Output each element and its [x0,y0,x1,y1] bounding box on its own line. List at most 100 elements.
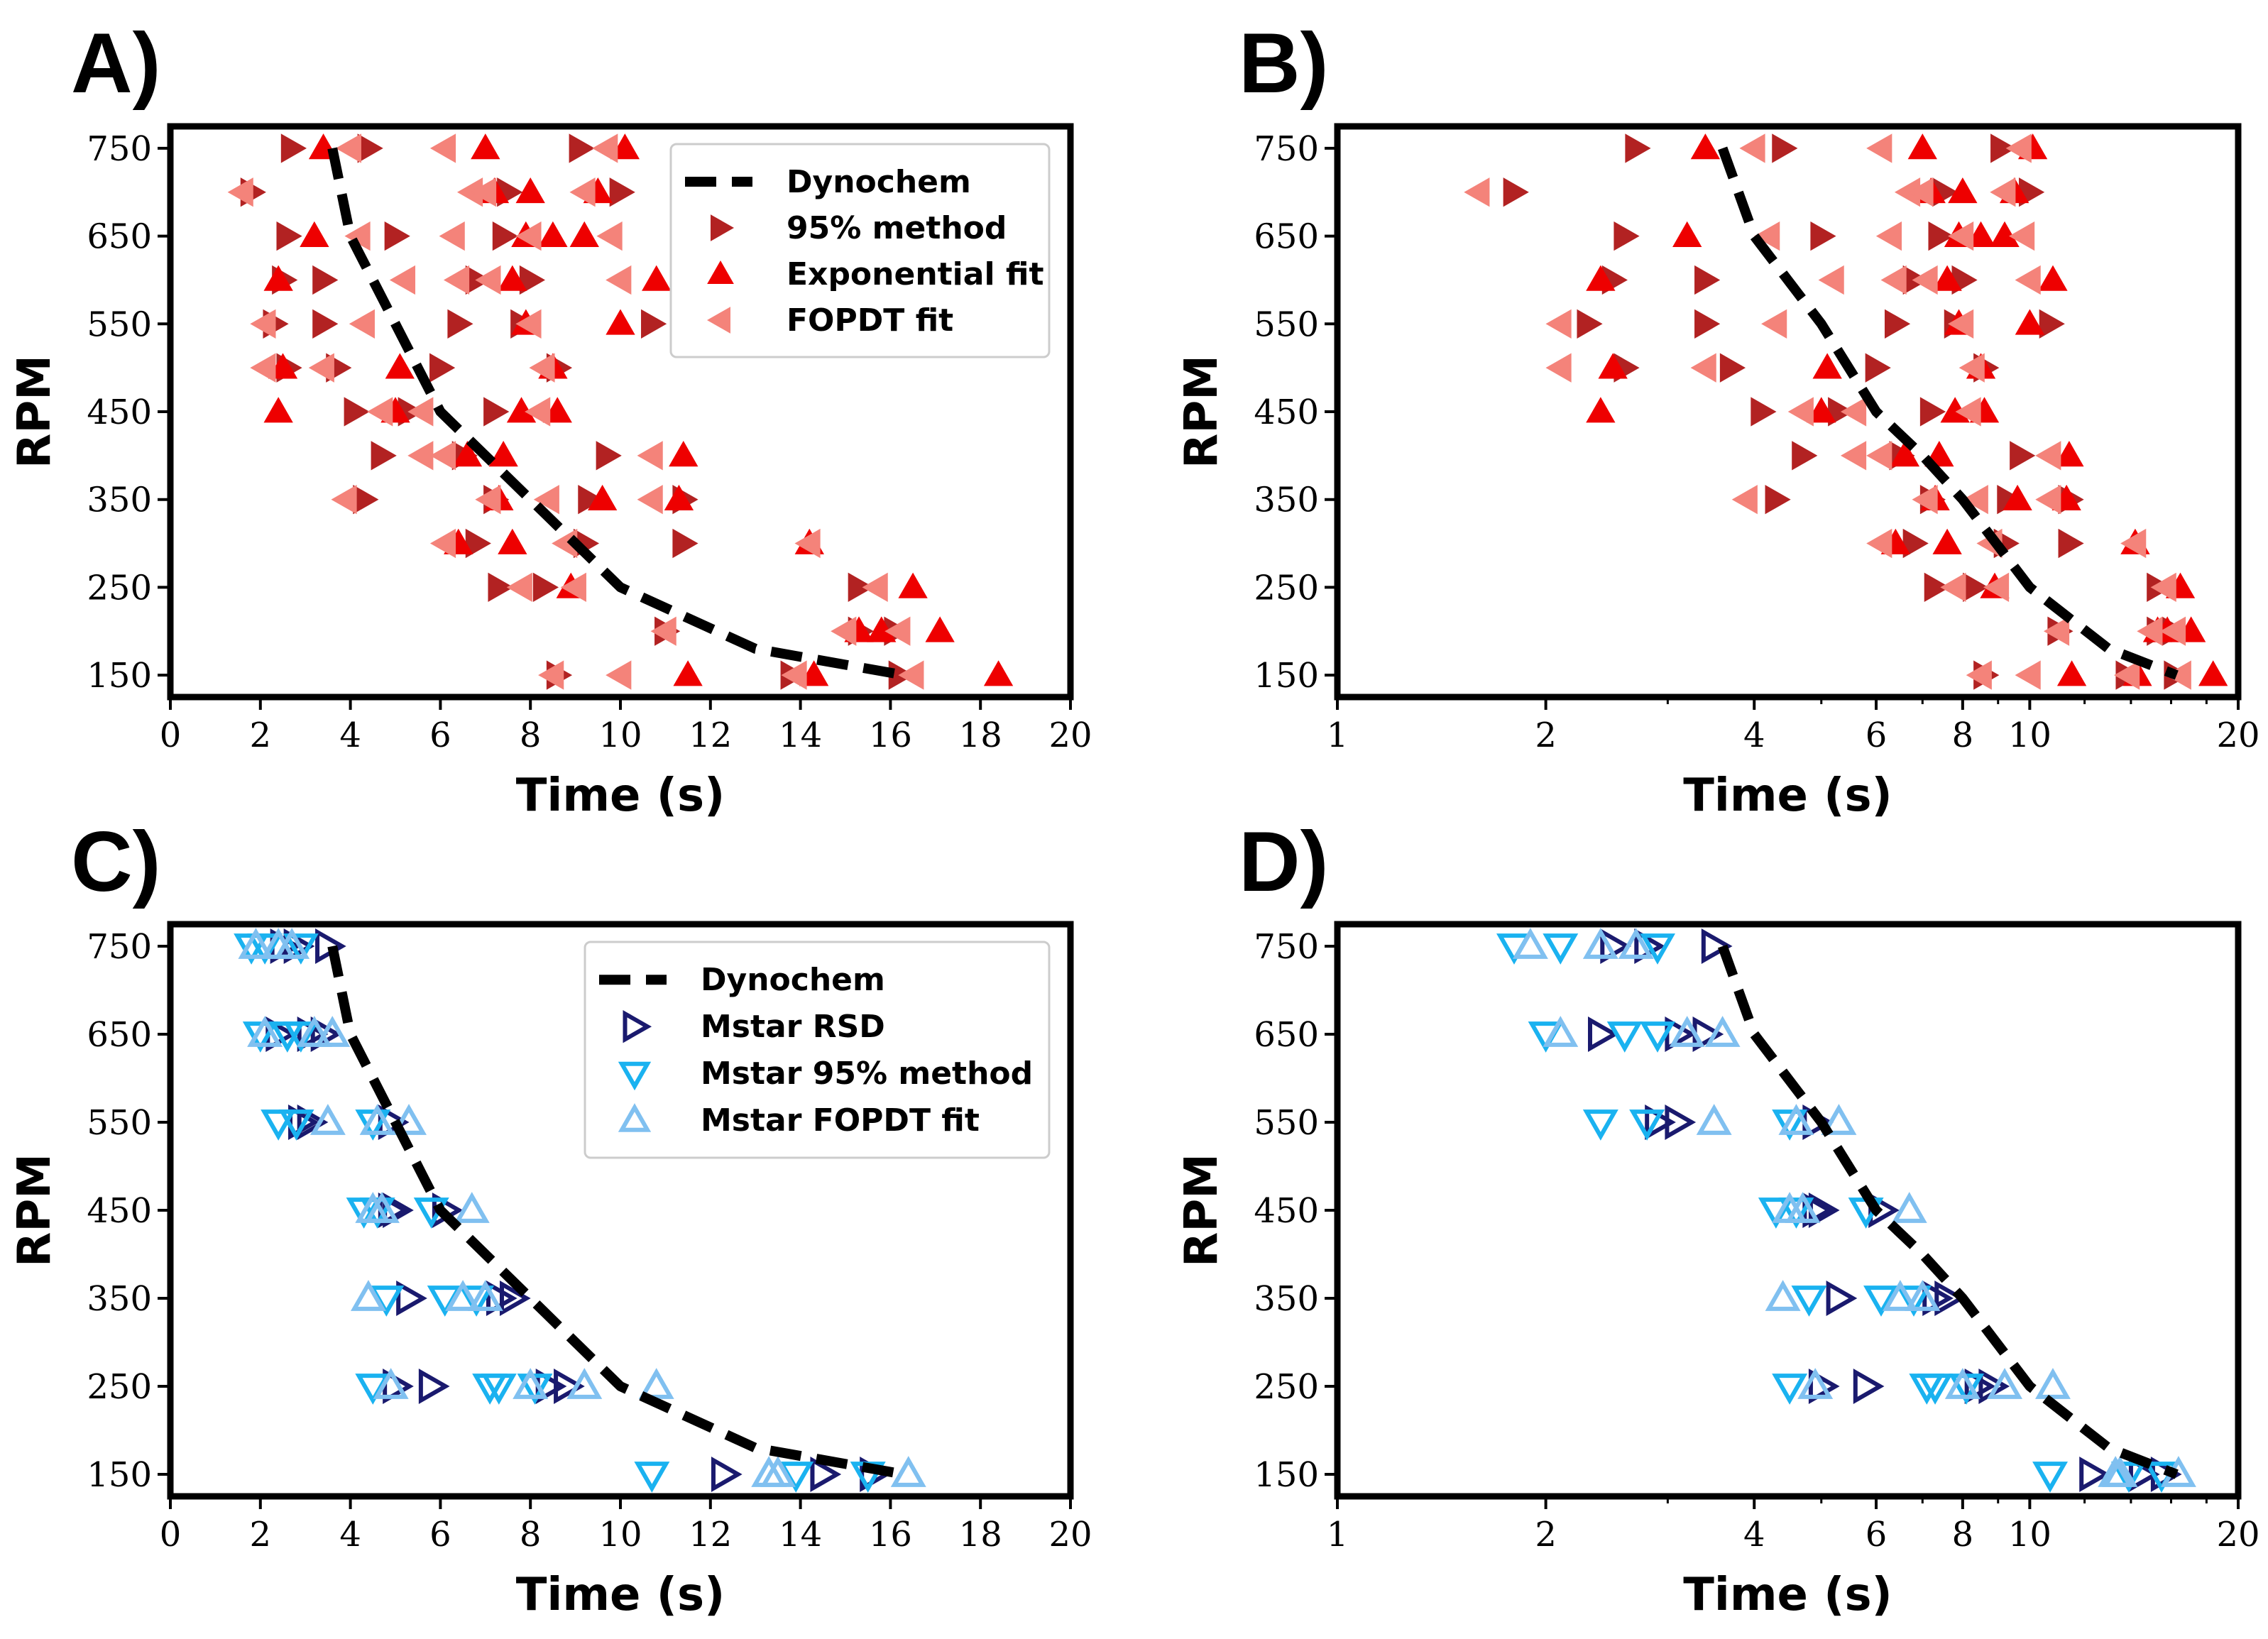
data-point [1990,177,2016,207]
data-point [1778,1104,1814,1135]
data-point [1545,353,1572,383]
x-tick-label: 20 [2216,1515,2259,1555]
data-point [2159,616,2186,646]
data-point [538,660,564,690]
data-point [385,353,415,379]
data-point [596,221,623,251]
data-point [638,1368,674,1399]
data-point [2079,1457,2110,1492]
data-point [418,1369,450,1404]
panel-letter: C) [71,814,161,909]
data-point [247,933,283,965]
legend: Dynochem Mstar RSD Mstar 95% method Mstar F… [584,941,1051,1159]
data-point [760,1456,796,1487]
data-point [278,1109,314,1141]
x-tick-label: 16 [869,716,912,755]
x-axis-title: Time (s) [1683,769,1892,822]
x-tick-label: 18 [959,1515,1002,1555]
panel-letter: B) [1239,16,1329,111]
data-point [407,397,434,427]
data-point [569,221,599,247]
data-point [261,1109,297,1141]
x-tick-label: 10 [598,716,642,755]
x-tick-label: 6 [429,1515,451,1555]
data-point [498,265,527,291]
data-point [280,133,307,163]
plot-area [1496,928,2196,1493]
y-tick-label: 250 [1254,568,1319,608]
x-tick-label: 12 [689,716,732,755]
data-point [350,1280,386,1311]
data-point [439,221,465,251]
data-point [1865,353,1891,383]
data-point [488,441,518,467]
data-point [515,177,545,204]
data-point [227,177,253,207]
data-point [1853,1369,1885,1404]
x-tick-label: 8 [1952,716,1974,755]
y-tick-label: 250 [1254,1367,1319,1407]
data-point [2015,309,2045,335]
dynochem-line [327,945,905,1479]
data-point [1772,1374,1808,1405]
data-point [1905,1280,1941,1311]
data-point [238,928,274,959]
data-point [862,572,888,603]
x-tick-label: 2 [1535,716,1557,755]
x-tick-label: 18 [959,716,1002,755]
data-point [1719,353,1746,383]
data-point [447,309,473,339]
panel-d: D) 1 2 4 6 8 10 20 150 250 350 450 550 650 750 Time (s)… [1176,814,2260,1621]
data-point [1919,397,1946,427]
data-point [2102,1456,2138,1487]
x-tick-label: 14 [779,1515,822,1555]
data-point [1582,1109,1618,1141]
data-point [2120,528,2147,559]
data-point [1944,1368,1981,1399]
data-point [2035,441,2061,471]
legend-box [584,941,1051,1159]
y-tick-label: 350 [1254,481,1319,520]
data-point [515,221,542,251]
y-tick-label: 350 [87,481,152,520]
data-point [664,484,694,511]
data-point [296,1016,332,1047]
data-point [1586,265,1616,291]
y-tick-label: 250 [87,568,152,608]
data-point [1934,1281,1966,1316]
x-tick-label: 1 [1327,1515,1349,1555]
x-tick-label: 14 [779,716,822,755]
legend-label: Mstar 95% method [701,1056,1033,1092]
x-tick-label: 0 [160,716,182,755]
data-point [569,177,596,207]
data-point [637,485,663,515]
legend-swatch-marker [618,1061,652,1091]
data-point [312,265,339,295]
data-point [274,928,310,959]
data-point [799,660,829,686]
data-point [1907,177,1934,207]
data-point [475,265,501,295]
legend-swatch-marker [711,214,735,241]
data-point [1629,1109,1665,1141]
y-tick-label: 650 [1254,217,1319,257]
data-point [2165,660,2191,690]
data-point [525,397,551,427]
series-msfopdt [238,928,926,1487]
data-point [781,660,807,690]
data-point [1890,441,1920,467]
data-point [1640,1021,1675,1053]
data-point [1787,397,1814,427]
data-point [263,397,293,423]
x-tick-label: 12 [689,1515,732,1555]
plot-area [1464,133,2228,690]
data-point [810,1457,842,1492]
data-point [1704,1016,1741,1047]
data-point [542,397,572,423]
data-point [1694,265,1721,295]
data-point [1588,1016,1619,1052]
data-point [2043,616,2070,646]
y-tick-label: 150 [1254,656,1319,696]
y-tick-label: 550 [1254,1103,1319,1143]
data-point [357,133,383,163]
